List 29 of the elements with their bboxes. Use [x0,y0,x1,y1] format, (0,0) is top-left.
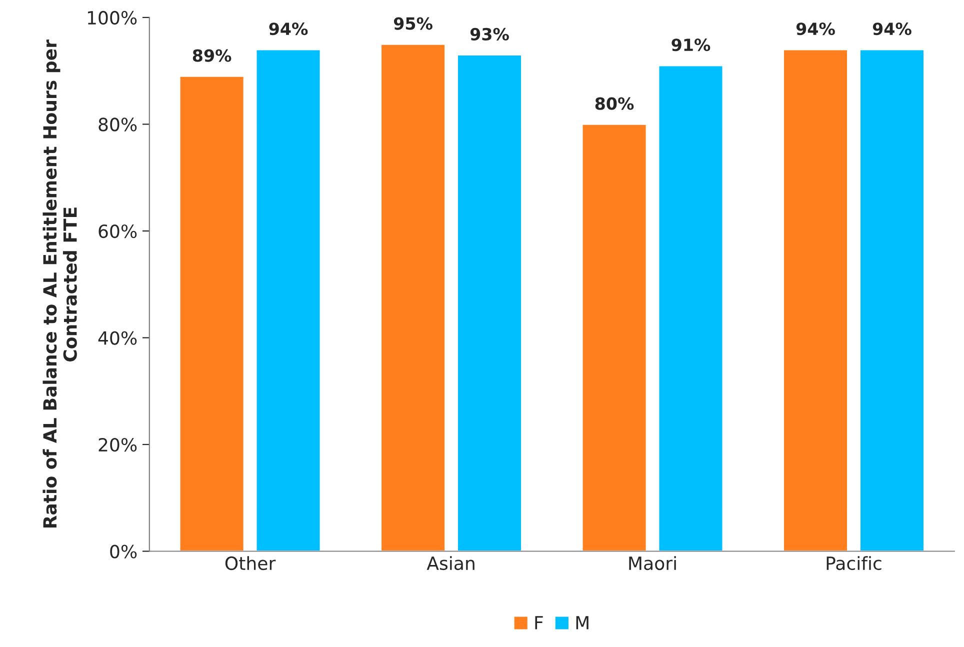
y-tick-label: 60% [98,224,137,238]
bar [456,54,522,552]
bar [380,43,446,552]
bar [782,48,848,552]
y-tick-label: 0% [110,544,137,558]
data-label: 95% [394,17,432,30]
data-label: 80% [595,97,634,110]
x-tick-label: Maori [629,556,676,570]
bar [581,124,648,552]
data-label: 94% [796,22,835,36]
data-label: 93% [470,28,509,40]
x-tick-label: Asian [426,556,474,570]
data-label: 94% [269,22,308,36]
x-tick-label: Pacific [826,556,882,570]
bar [178,75,245,552]
y-tick-label: 80% [98,118,137,132]
data-label: 89% [192,49,232,62]
y-axis-title: Ratio of AL Balance to AL Entitlement Hours per Contracted FTE [42,40,77,528]
bar [658,64,724,552]
data-label: 94% [872,22,912,36]
y-tick-label: 40% [98,331,137,345]
x-tick-label: Other [225,556,276,570]
data-label: 91% [672,38,710,52]
bar [255,48,322,552]
legend-label: M [576,616,588,630]
bar [859,48,925,552]
y-tick-label: 20% [98,438,137,452]
legend-label: F [535,616,543,630]
y-tick-label: 100% [88,10,137,25]
